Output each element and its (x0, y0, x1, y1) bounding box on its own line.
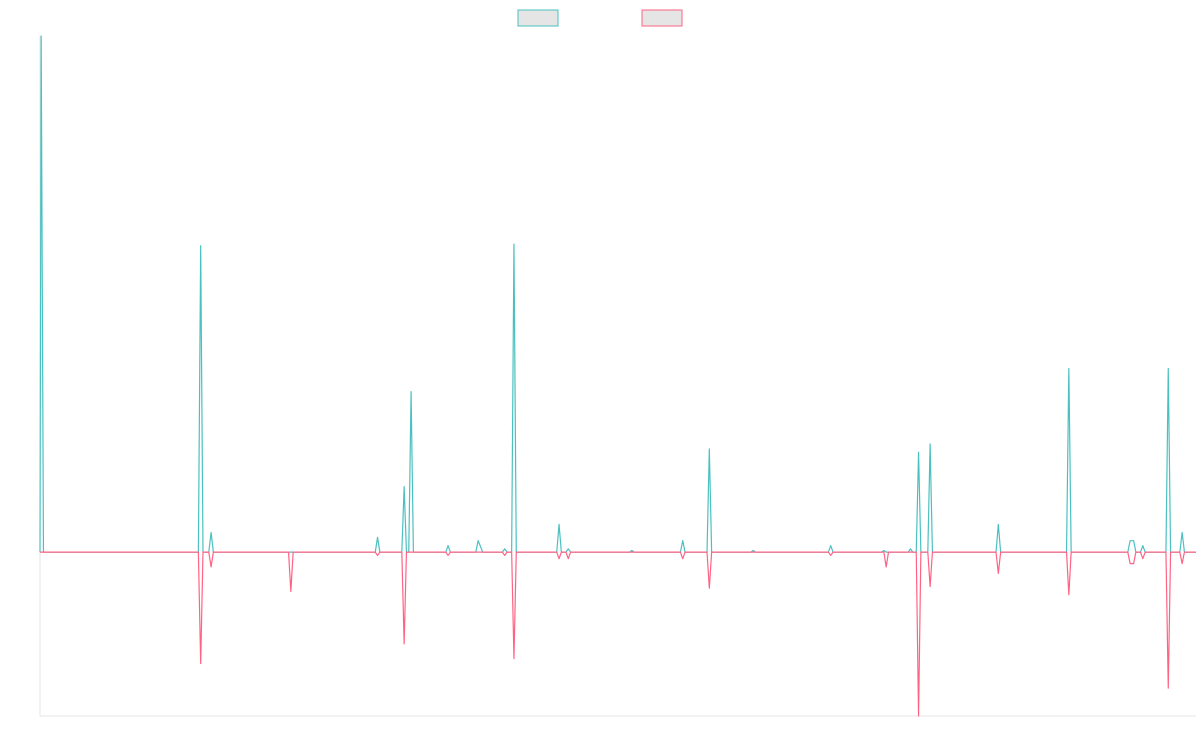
legend (517, 9, 683, 27)
series-line-2 (40, 551, 1196, 717)
series-layer (39, 35, 1196, 717)
axes (39, 36, 1196, 717)
legend-swatch-1 (517, 9, 559, 27)
series-line-1 (39, 35, 1196, 553)
legend-swatch-2 (641, 9, 683, 27)
